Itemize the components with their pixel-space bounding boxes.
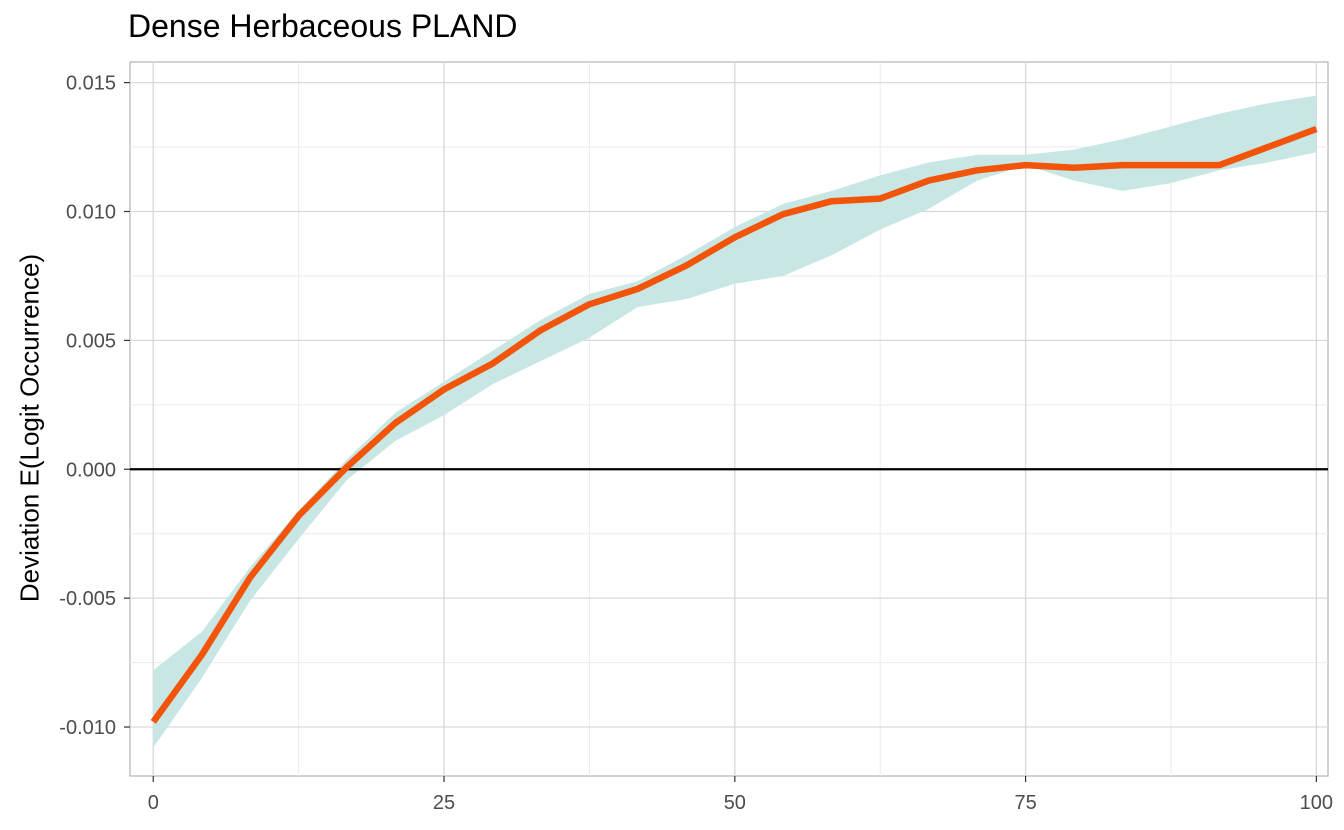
x-tick-label: 75 bbox=[1014, 792, 1036, 814]
confidence-band bbox=[153, 95, 1317, 748]
y-tick-label: -0.005 bbox=[59, 588, 116, 610]
y-tick-label: 0.005 bbox=[66, 330, 116, 352]
chart-title: Dense Herbaceous PLAND bbox=[128, 8, 518, 44]
x-tick-label: 100 bbox=[1300, 792, 1333, 814]
y-axis-ticks: -0.010 -0.005 0.000 0.005 0.010 0.015 bbox=[59, 73, 130, 739]
y-tick-label: -0.010 bbox=[59, 717, 116, 739]
x-tick-label: 50 bbox=[724, 792, 746, 814]
series-line bbox=[150, 125, 1318, 724]
y-tick-label: 0.015 bbox=[66, 73, 116, 95]
x-tick-label: 25 bbox=[433, 792, 455, 814]
plot-panel bbox=[129, 61, 1329, 777]
y-tick-label: 0.000 bbox=[66, 459, 116, 481]
x-tick-label: 0 bbox=[148, 792, 159, 814]
y-tick-label: 0.010 bbox=[66, 202, 116, 224]
major-grid bbox=[130, 62, 1328, 776]
x-axis-ticks: 0 25 50 75 100 bbox=[148, 776, 1333, 814]
